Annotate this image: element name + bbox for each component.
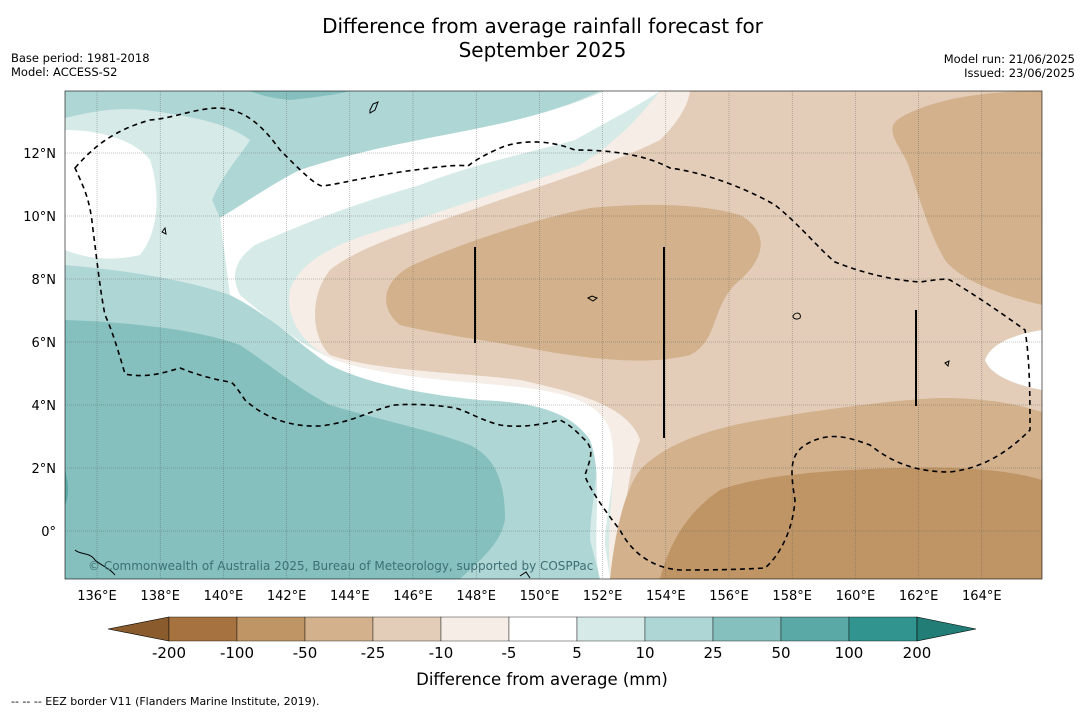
colorbar-label: 10 [635, 644, 654, 662]
zone-p25-south [65, 320, 505, 579]
lat-tick-label: 12°N [23, 147, 56, 162]
copyright-notice: © Commonwealth of Australia 2025, Bureau… [88, 559, 593, 573]
lon-tick-label: 142°E [267, 589, 307, 604]
colorbar: -200 -100 -50 -25 -10 -5 5 10 25 50 100 200 [107, 616, 977, 662]
lon-tick-label: 136°E [77, 589, 117, 604]
model-name: Model: ACCESS-S2 [11, 65, 118, 79]
marker-lines [474, 247, 917, 438]
zone-n50-central [386, 204, 761, 361]
eez-footnote: -- -- -- EEZ border V11 (Flanders Marine… [11, 695, 320, 708]
lon-tick-label: 144°E [330, 589, 370, 604]
island-new-guinea-north [74, 549, 116, 576]
colorbar-label: 100 [835, 644, 864, 662]
colorbar-label: -200 [152, 644, 186, 662]
map-title: Difference from average rainfall forecas… [0, 14, 1085, 62]
lon-tick-label: 146°E [393, 589, 433, 604]
eez-border-line [74, 107, 1031, 571]
island-kosrae [944, 360, 950, 368]
zone-p25-north [250, 91, 350, 100]
lat-tick-label: 6°N [32, 336, 57, 351]
zone-near-zero-central [220, 91, 660, 579]
graticule [65, 91, 1042, 579]
island-pohnpei [792, 312, 801, 320]
lat-tick-label: 0° [41, 525, 56, 540]
colorbar-segment [780, 616, 850, 642]
lon-tick-label: 158°E [772, 589, 812, 604]
colorbar-segment [848, 616, 918, 642]
colorbar-segment [440, 616, 510, 642]
colorbar-segment [508, 616, 578, 642]
lat-tick-label: 2°N [32, 462, 57, 477]
forecast-field [65, 91, 1042, 579]
lon-tick-label: 154°E [646, 589, 686, 604]
colorbar-segment [644, 616, 714, 642]
map-frame [64, 90, 1043, 580]
title-line-2: September 2025 [458, 38, 627, 62]
colorbar-label: -100 [220, 644, 254, 662]
colorbar-label: 50 [771, 644, 790, 662]
colorbar-segment [304, 616, 374, 642]
lon-tick-label: 162°E [899, 589, 939, 604]
title-line-1: Difference from average rainfall forecas… [322, 14, 763, 38]
lon-tick-label: 150°E [520, 589, 560, 604]
coastlines [74, 101, 950, 579]
zone-near-zero [65, 130, 157, 259]
colorbar-label: -25 [361, 644, 386, 662]
colorbar-extend-low [107, 616, 170, 642]
lat-tick-label: 10°N [23, 210, 56, 225]
model-run: Model run: 21/06/2025 [943, 52, 1075, 66]
meta-right: Model run: 21/06/2025 Issued: 23/06/2025 [944, 52, 1075, 80]
colorbar-segment [372, 616, 442, 642]
island-chuuk [586, 295, 599, 302]
colorbar-label: -5 [502, 644, 517, 662]
lon-tick-label: 164°E [962, 589, 1002, 604]
island-guam [369, 101, 379, 114]
colorbar-label: -50 [293, 644, 318, 662]
island-admiralty [519, 571, 531, 579]
meta-left: Base period: 1981-2018 Model: ACCESS-S2 [11, 51, 150, 79]
lon-tick-label: 140°E [204, 589, 244, 604]
island-yap [161, 226, 167, 235]
zone-n50-northeast [892, 91, 1042, 305]
colorbar-segment [712, 616, 782, 642]
lat-tick-label: 8°N [32, 273, 57, 288]
colorbar-extend-high [916, 616, 977, 642]
zone-n100-south [660, 467, 1042, 579]
lat-tick-label: 4°N [32, 399, 57, 414]
colorbar-label: 200 [903, 644, 932, 662]
colorbar-label: 25 [703, 644, 722, 662]
longitude-labels: 136°E 138°E 140°E 142°E 144°E 146°E 148°E 150°E… [77, 589, 1001, 604]
lon-tick-label: 160°E [836, 589, 876, 604]
lon-tick-label: 138°E [140, 589, 180, 604]
lon-tick-label: 148°E [456, 589, 496, 604]
base-period: Base period: 1981-2018 [11, 51, 150, 65]
zone-near-zero-east [985, 330, 1042, 390]
lon-tick-label: 156°E [709, 589, 749, 604]
colorbar-segment [576, 616, 646, 642]
colorbar-label: 5 [572, 644, 582, 662]
colorbar-title: Difference from average (mm) [416, 670, 668, 689]
zone-p50-southwest [65, 470, 69, 505]
latitude-labels: 12°N 10°N 8°N 6°N 4°N 2°N 0° [23, 147, 56, 540]
colorbar-segment [168, 616, 238, 642]
lon-tick-label: 152°E [583, 589, 623, 604]
colorbar-label: -10 [429, 644, 454, 662]
colorbar-segment [236, 616, 306, 642]
issued-date: Issued: 23/06/2025 [964, 66, 1075, 80]
zone-p10-north [65, 91, 600, 218]
